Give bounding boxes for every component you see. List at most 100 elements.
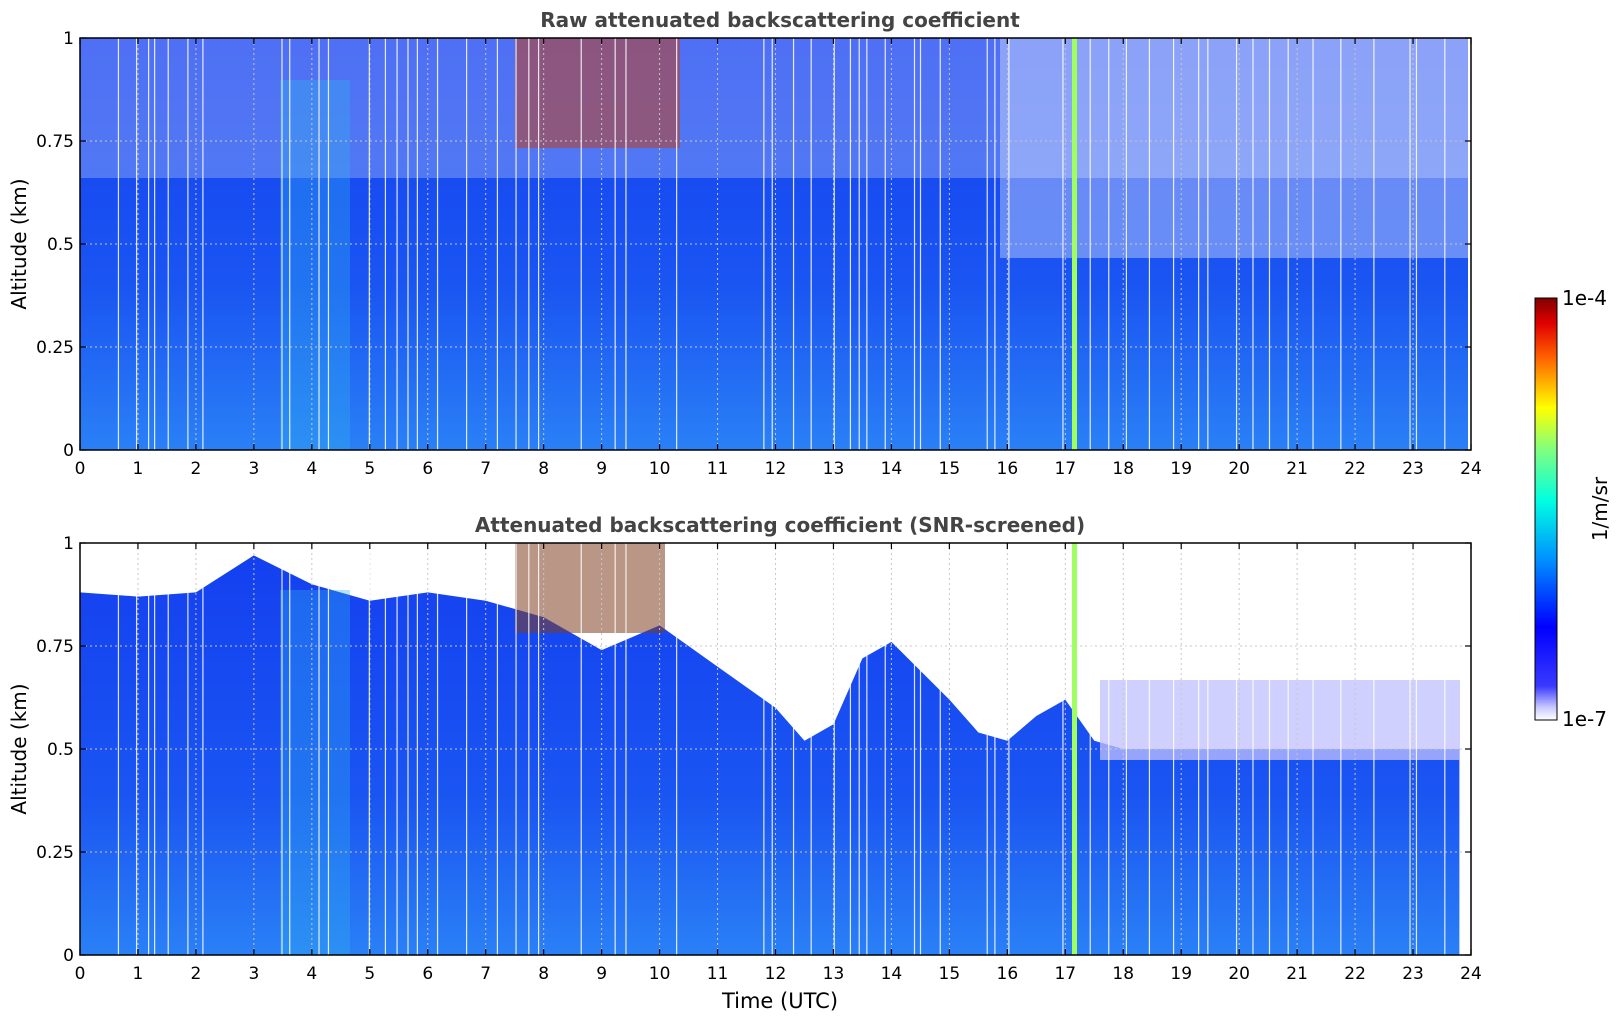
x-tick-label: 2 — [191, 459, 202, 479]
data-gap-streak — [396, 543, 398, 955]
data-gap-streak — [884, 38, 886, 450]
data-gap-streak — [416, 543, 418, 955]
panel-screened-plot-area — [79, 542, 1472, 956]
panel-raw-x-axis: 0 1 2 3 4 5 6 7 8 9 10 11 12 13 14 15 16 17 18 19 20 21 22 23 24 — [75, 38, 1482, 479]
x-tick-label: 16 — [997, 964, 1019, 984]
panel-raw: Raw attenuated backscattering coefficien… — [7, 8, 1482, 479]
x-tick-label: 11 — [707, 459, 729, 479]
data-gap-streak — [1125, 38, 1128, 450]
x-tick-label: 14 — [881, 964, 903, 984]
data-gap-streak — [614, 543, 616, 955]
data-gap-streak — [1235, 543, 1238, 955]
x-tick-label: 17 — [1054, 459, 1076, 479]
x-tick-label: 4 — [306, 459, 317, 479]
data-gap-streak — [384, 543, 387, 955]
y-tick-label: 0 — [63, 441, 74, 461]
panel-raw-title: Raw attenuated backscattering coefficien… — [540, 8, 1020, 32]
data-gap-streak — [1373, 543, 1375, 955]
data-gap-streak — [154, 38, 156, 450]
data-gap-streak — [466, 543, 468, 955]
panel-raw-spike — [1072, 38, 1077, 450]
data-gap-streak — [1108, 38, 1110, 450]
x-tick-label: 2 — [191, 964, 202, 984]
panel-raw-data-gaps — [117, 38, 1446, 450]
data-gap-streak — [1172, 543, 1175, 955]
x-tick-label: 1 — [133, 964, 144, 984]
panel-raw-y-axis: 0 0.25 0.5 0.75 1 — [36, 29, 1471, 461]
data-gap-streak — [436, 38, 439, 450]
y-tick-label: 0.75 — [36, 132, 74, 152]
data-gap-streak — [1415, 38, 1418, 450]
data-gap-streak — [763, 38, 765, 450]
data-gap-streak — [1125, 543, 1128, 955]
panel-screened-x-label: Time (UTC) — [721, 989, 838, 1013]
data-gap-streak — [537, 38, 540, 450]
data-gap-streak — [919, 543, 922, 955]
panel-screened-lilac-noise — [1100, 680, 1460, 760]
x-tick-label: 8 — [538, 964, 549, 984]
x-tick-label: 20 — [1228, 964, 1250, 984]
data-gap-streak — [407, 38, 409, 450]
x-tick-label: 12 — [765, 459, 787, 479]
x-tick-label: 16 — [997, 459, 1019, 479]
data-gap-streak — [281, 38, 283, 450]
data-gap-streak — [318, 543, 320, 955]
data-gap-streak — [1089, 543, 1091, 955]
data-gap-streak — [396, 38, 398, 450]
data-gap-streak — [496, 543, 499, 955]
data-gap-streak — [1198, 38, 1200, 450]
x-tick-label: 8 — [538, 459, 549, 479]
data-gap-streak — [1008, 38, 1010, 450]
y-tick-label: 0.75 — [36, 637, 74, 657]
panel-screened-aerosol-patch — [515, 543, 665, 633]
data-gap-streak — [154, 543, 156, 955]
data-gap-streak — [1444, 543, 1446, 955]
data-gap-streak — [858, 38, 860, 450]
panel-screened-data-gaps — [117, 543, 1446, 955]
data-gap-streak — [1207, 543, 1209, 955]
x-tick-label: 17 — [1054, 964, 1076, 984]
data-gap-streak — [1062, 543, 1064, 955]
panel-screened-x-axis: 0 1 2 3 4 5 6 7 8 9 10 11 12 13 14 15 16 17 18 19 20 21 22 23 24 — [75, 543, 1482, 984]
data-gap-streak — [580, 543, 582, 955]
x-tick-label: 15 — [939, 459, 961, 479]
x-tick-label: 6 — [422, 964, 433, 984]
colorbar-gradient — [1534, 297, 1558, 721]
data-gap-streak — [1287, 38, 1289, 450]
data-gap-streak — [515, 543, 517, 955]
x-tick-label: 10 — [649, 459, 671, 479]
colorbar-min-label: 1e-7 — [1562, 707, 1607, 731]
data-gap-streak — [771, 543, 773, 955]
data-gap-streak — [187, 38, 189, 450]
colorbar-unit-label: 1/m/sr — [1588, 476, 1612, 541]
x-tick-label: 21 — [1286, 964, 1308, 984]
x-tick-label: 23 — [1402, 964, 1424, 984]
data-gap-streak — [1198, 543, 1200, 955]
data-gap-streak — [866, 38, 868, 450]
data-gap-streak — [858, 543, 860, 955]
x-tick-label: 5 — [364, 459, 375, 479]
data-gap-streak — [281, 543, 283, 955]
data-gap-streak — [117, 38, 120, 450]
data-gap-streak — [466, 38, 468, 450]
panel-raw-gridlines — [79, 38, 1472, 450]
y-tick-label: 0.25 — [36, 338, 74, 358]
panel-screened-y-label: Altitude (km) — [7, 683, 31, 814]
panel-screened-gridlines — [79, 543, 1472, 955]
data-gap-streak — [528, 38, 530, 450]
x-tick-label: 12 — [765, 964, 787, 984]
data-gap-streak — [833, 543, 835, 955]
data-gap-streak — [994, 38, 996, 450]
x-tick-label: 18 — [1112, 459, 1134, 479]
panel-raw-plume — [280, 80, 350, 450]
x-tick-label: 19 — [1170, 964, 1192, 984]
data-gap-streak — [849, 543, 852, 955]
data-gap-streak — [1089, 38, 1091, 450]
colorbar-max-label: 1e-4 — [1562, 286, 1607, 310]
x-tick-label: 7 — [480, 964, 491, 984]
data-gap-streak — [537, 543, 540, 955]
data-gap-streak — [135, 543, 138, 955]
data-gap-streak — [919, 38, 922, 450]
data-gap-streak — [580, 38, 582, 450]
